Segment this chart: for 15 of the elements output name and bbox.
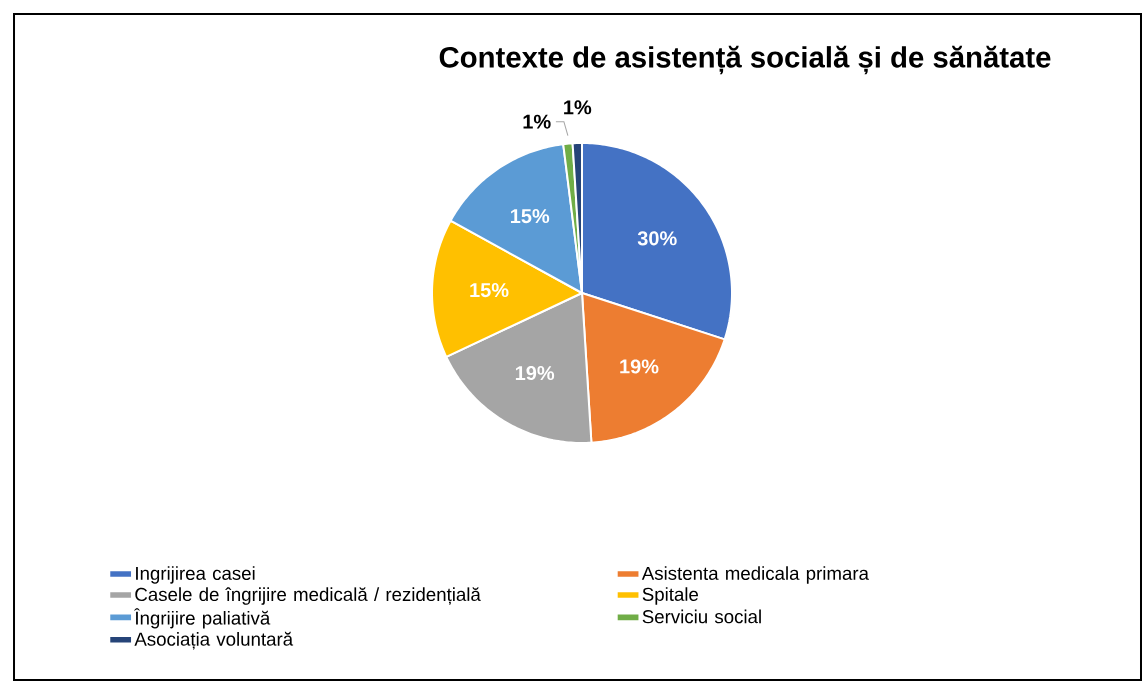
legend-label: Casele de îngrijire medicală / rezidențială <box>135 587 481 605</box>
legend-label: Serviciu social <box>642 609 761 624</box>
legend-label: Îngrijire paliativă <box>133 608 271 629</box>
data-label: 1% <box>523 114 551 129</box>
data-label: 15% <box>510 209 550 224</box>
legend-label: Asociația voluntară <box>134 631 294 650</box>
data-label: 1% <box>564 100 592 115</box>
data-label: 19% <box>515 365 555 381</box>
legend-label: Asistenta medicala primara <box>641 566 869 584</box>
data-label: 15% <box>470 283 509 298</box>
data-label: 30% <box>637 231 677 246</box>
legend-label: Ingrijirea casei <box>136 566 255 584</box>
data-label: 19% <box>620 359 659 374</box>
chart-title: Contexte de asistență socială și de sănătate <box>439 45 1051 75</box>
legend-label: Spitale <box>642 587 699 605</box>
